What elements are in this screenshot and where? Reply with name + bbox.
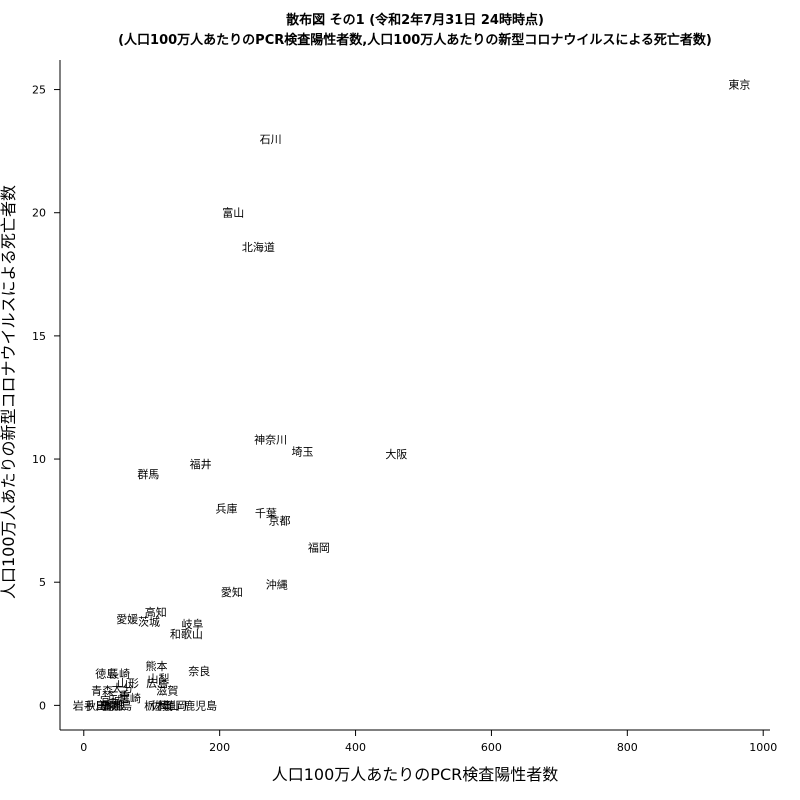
point-label: 東京 xyxy=(728,78,750,92)
x-tick-label: 200 xyxy=(209,741,230,754)
point-label: 沖縄 xyxy=(266,578,288,592)
point-label: 徳島 xyxy=(95,666,117,680)
y-tick-label: 15 xyxy=(32,330,46,343)
point-label: 滋賀 xyxy=(156,685,178,698)
point-label: 奈良 xyxy=(188,664,210,678)
point-label: 山形 xyxy=(117,677,139,690)
point-label: 群馬 xyxy=(137,467,159,481)
point-label: 北海道 xyxy=(242,240,275,254)
x-axis-label: 人口100万人あたりのPCR検査陽性者数 xyxy=(272,765,558,784)
point-label: 京都 xyxy=(268,514,290,528)
point-label: 茨城 xyxy=(138,615,160,629)
x-tick-label: 1000 xyxy=(749,741,777,754)
point-label: 長崎 xyxy=(108,666,130,680)
point-label: 高知 xyxy=(145,605,167,619)
point-label: 広島 xyxy=(146,676,168,690)
point-label: 福岡 xyxy=(308,541,330,555)
x-tick-label: 0 xyxy=(80,741,87,754)
point-label: 宮崎 xyxy=(119,691,141,705)
point-label: 宮城 xyxy=(100,693,122,707)
chart-title: 散布図 その1 (令和2年7月31日 24時時点) xyxy=(286,12,544,28)
y-tick-label: 20 xyxy=(32,207,46,220)
point-label: 福島 xyxy=(110,698,132,712)
point-label: 埼玉 xyxy=(292,445,314,459)
point-label: 福井 xyxy=(190,457,212,471)
point-label: 岡山 xyxy=(158,699,180,712)
point-label: 熊本 xyxy=(145,659,167,673)
point-label: 鳥取 xyxy=(95,698,117,712)
y-tick-label: 0 xyxy=(39,699,46,712)
point-label: 島根 xyxy=(103,698,125,712)
point-label: 佐賀 xyxy=(151,698,173,712)
point-label: 鹿児島 xyxy=(184,698,217,712)
point-label: 岐阜 xyxy=(181,618,203,631)
chart-subtitle: (人口100万人あたりのPCR検査陽性者数,人口100万人あたりの新型コロナウイ… xyxy=(118,32,712,48)
axes: 0 200 400 600 800 1000 0 5 10 15 20 25 xyxy=(32,60,777,754)
point-label: 和歌山 xyxy=(170,627,203,641)
point-label: 岩手 xyxy=(73,698,95,712)
y-tick-label: 10 xyxy=(32,453,46,466)
point-label: 青森 xyxy=(91,684,113,698)
point-label: 千葉 xyxy=(255,506,277,520)
x-tick-label: 600 xyxy=(481,741,502,754)
point-label: 富山 xyxy=(222,206,244,220)
y-tick-label: 25 xyxy=(32,84,46,97)
point-label: 愛媛 xyxy=(116,612,138,626)
x-tick-label: 400 xyxy=(345,741,366,754)
point-label: 神奈川 xyxy=(254,432,287,446)
point-label: 山梨 xyxy=(148,671,170,685)
y-tick-label: 5 xyxy=(39,576,46,589)
point-label: 兵庫 xyxy=(215,501,237,515)
point-label: 愛知 xyxy=(221,585,243,599)
point-label: 三重 xyxy=(108,689,130,703)
point-label: 石川 xyxy=(260,133,282,146)
point-label: 香川 xyxy=(101,699,123,712)
point-label: 秋田 xyxy=(85,698,107,712)
point-label: 大阪 xyxy=(385,447,407,461)
point-label: 栃木 xyxy=(144,698,166,712)
point-label: 大分 xyxy=(112,681,134,695)
point-label: 静岡 xyxy=(165,698,187,712)
y-axis-label: 人口100万人あたりの新型コロナウイルスによる死亡者数 xyxy=(0,185,18,599)
x-tick-label: 800 xyxy=(617,741,638,754)
